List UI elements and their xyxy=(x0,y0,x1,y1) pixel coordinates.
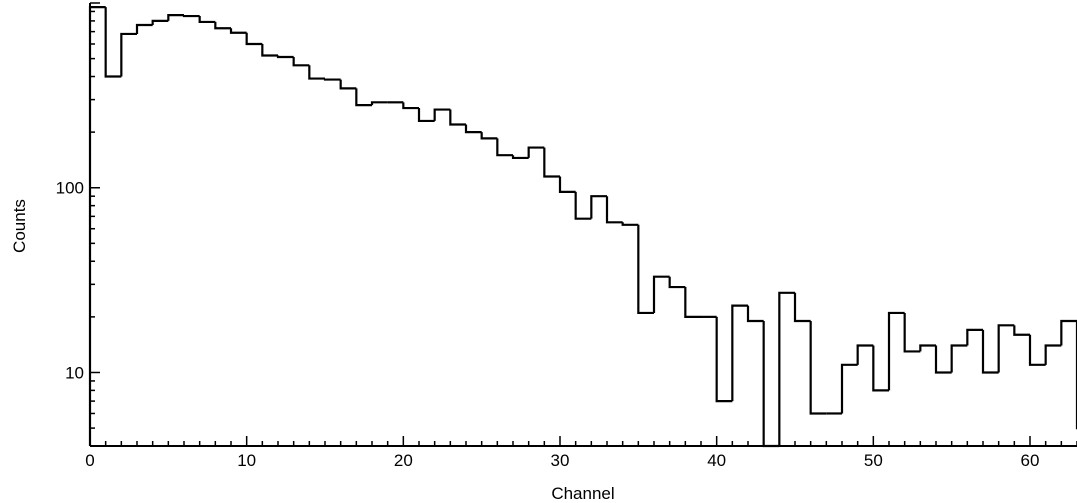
x-tick-label: 40 xyxy=(707,451,726,470)
x-tick-label: 20 xyxy=(394,451,413,470)
histogram-bin xyxy=(276,55,294,59)
histogram-bin xyxy=(1013,325,1030,336)
tick-labels: 0 10 20 30 40 50 60 10 100 xyxy=(56,179,1040,470)
histogram-bin xyxy=(637,224,654,315)
histogram-bin xyxy=(88,6,106,446)
histogram-bin xyxy=(182,14,200,18)
histogram-bin xyxy=(605,196,623,224)
histogram-bin xyxy=(652,275,670,313)
histogram-bin xyxy=(323,78,341,81)
histogram-bin xyxy=(621,222,639,226)
histogram-bin xyxy=(809,320,827,415)
histogram-bin xyxy=(856,344,874,365)
histogram-bin xyxy=(1060,319,1077,346)
x-tick-label: 60 xyxy=(1021,451,1040,470)
histogram-bin xyxy=(355,88,372,107)
x-axis-title: Channel xyxy=(551,484,614,503)
y-tick-label: 10 xyxy=(65,363,84,382)
histogram-bin xyxy=(480,132,498,140)
histogram-bin xyxy=(574,191,592,220)
histogram-bin xyxy=(198,16,216,24)
histogram-bin xyxy=(308,65,325,80)
histogram-bin xyxy=(339,79,357,90)
histogram-bin xyxy=(950,344,968,373)
histogram-bin xyxy=(762,320,780,448)
histogram-bin xyxy=(872,345,889,392)
histogram-bin xyxy=(370,101,388,106)
histogram-bin xyxy=(1028,334,1046,366)
histogram-bin xyxy=(966,328,983,346)
histogram-bin xyxy=(104,7,122,78)
histogram-bin xyxy=(919,344,936,352)
histogram-bin xyxy=(245,32,263,46)
histogram-bin xyxy=(464,124,482,134)
x-tick-label: 0 xyxy=(85,451,94,470)
histogram-bin xyxy=(151,19,169,26)
histogram-bin xyxy=(511,155,529,160)
histogram-bin xyxy=(1044,344,1062,365)
x-tick-label: 30 xyxy=(551,451,570,470)
histogram-bin xyxy=(840,363,858,414)
histogram-bin xyxy=(934,345,952,374)
histogram-bin xyxy=(715,316,733,403)
histogram-bin xyxy=(433,108,451,121)
axes xyxy=(89,3,1077,447)
histogram-bin xyxy=(496,138,513,157)
histogram-bin xyxy=(120,32,137,77)
histogram-bin xyxy=(731,304,748,402)
tick-marks xyxy=(89,2,1077,447)
histogram-bins xyxy=(88,6,1077,448)
histogram-bin xyxy=(167,14,184,21)
histogram-bin xyxy=(214,21,231,30)
histogram-bin xyxy=(793,292,811,323)
histogram-bin xyxy=(668,276,686,289)
y-axis-title: Counts xyxy=(10,199,29,253)
histogram-bin xyxy=(778,291,795,446)
histogram-bin xyxy=(261,43,278,57)
histogram-bin xyxy=(887,311,905,391)
histogram-bin xyxy=(997,324,1015,373)
histogram-bin xyxy=(292,57,310,67)
histogram-bin xyxy=(903,312,921,353)
histogram-bin xyxy=(527,146,545,158)
histogram-bin xyxy=(684,287,701,318)
histogram-bin xyxy=(543,147,560,178)
x-tick-label: 10 xyxy=(237,451,256,470)
histogram-bin xyxy=(417,108,435,123)
y-tick-label: 100 xyxy=(56,179,84,198)
histogram-bin xyxy=(981,329,999,374)
histogram-bin xyxy=(590,195,607,219)
histogram-bin xyxy=(449,109,466,126)
histogram-bin xyxy=(558,176,576,193)
x-tick-label: 50 xyxy=(864,451,883,470)
histogram-bin xyxy=(746,305,764,323)
histogram-bin xyxy=(135,23,153,34)
histogram-bin xyxy=(229,28,247,34)
histogram-bin xyxy=(402,102,419,110)
